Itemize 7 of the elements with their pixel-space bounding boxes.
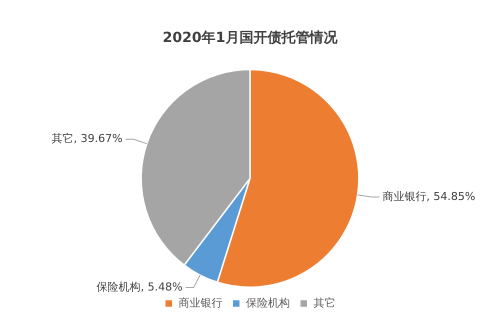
legend-label: 商业银行 <box>178 296 222 310</box>
data-label: 其它, 39.67% <box>52 132 123 146</box>
data-label: 商业银行, 54.85% <box>382 190 476 203</box>
data-label: 保险机构, 5.48% <box>96 280 183 294</box>
chart-title: 2020年1月国开债托管情况 <box>162 30 338 46</box>
legend-label: 其它 <box>313 296 336 310</box>
legend-label: 保险机构 <box>246 296 290 310</box>
